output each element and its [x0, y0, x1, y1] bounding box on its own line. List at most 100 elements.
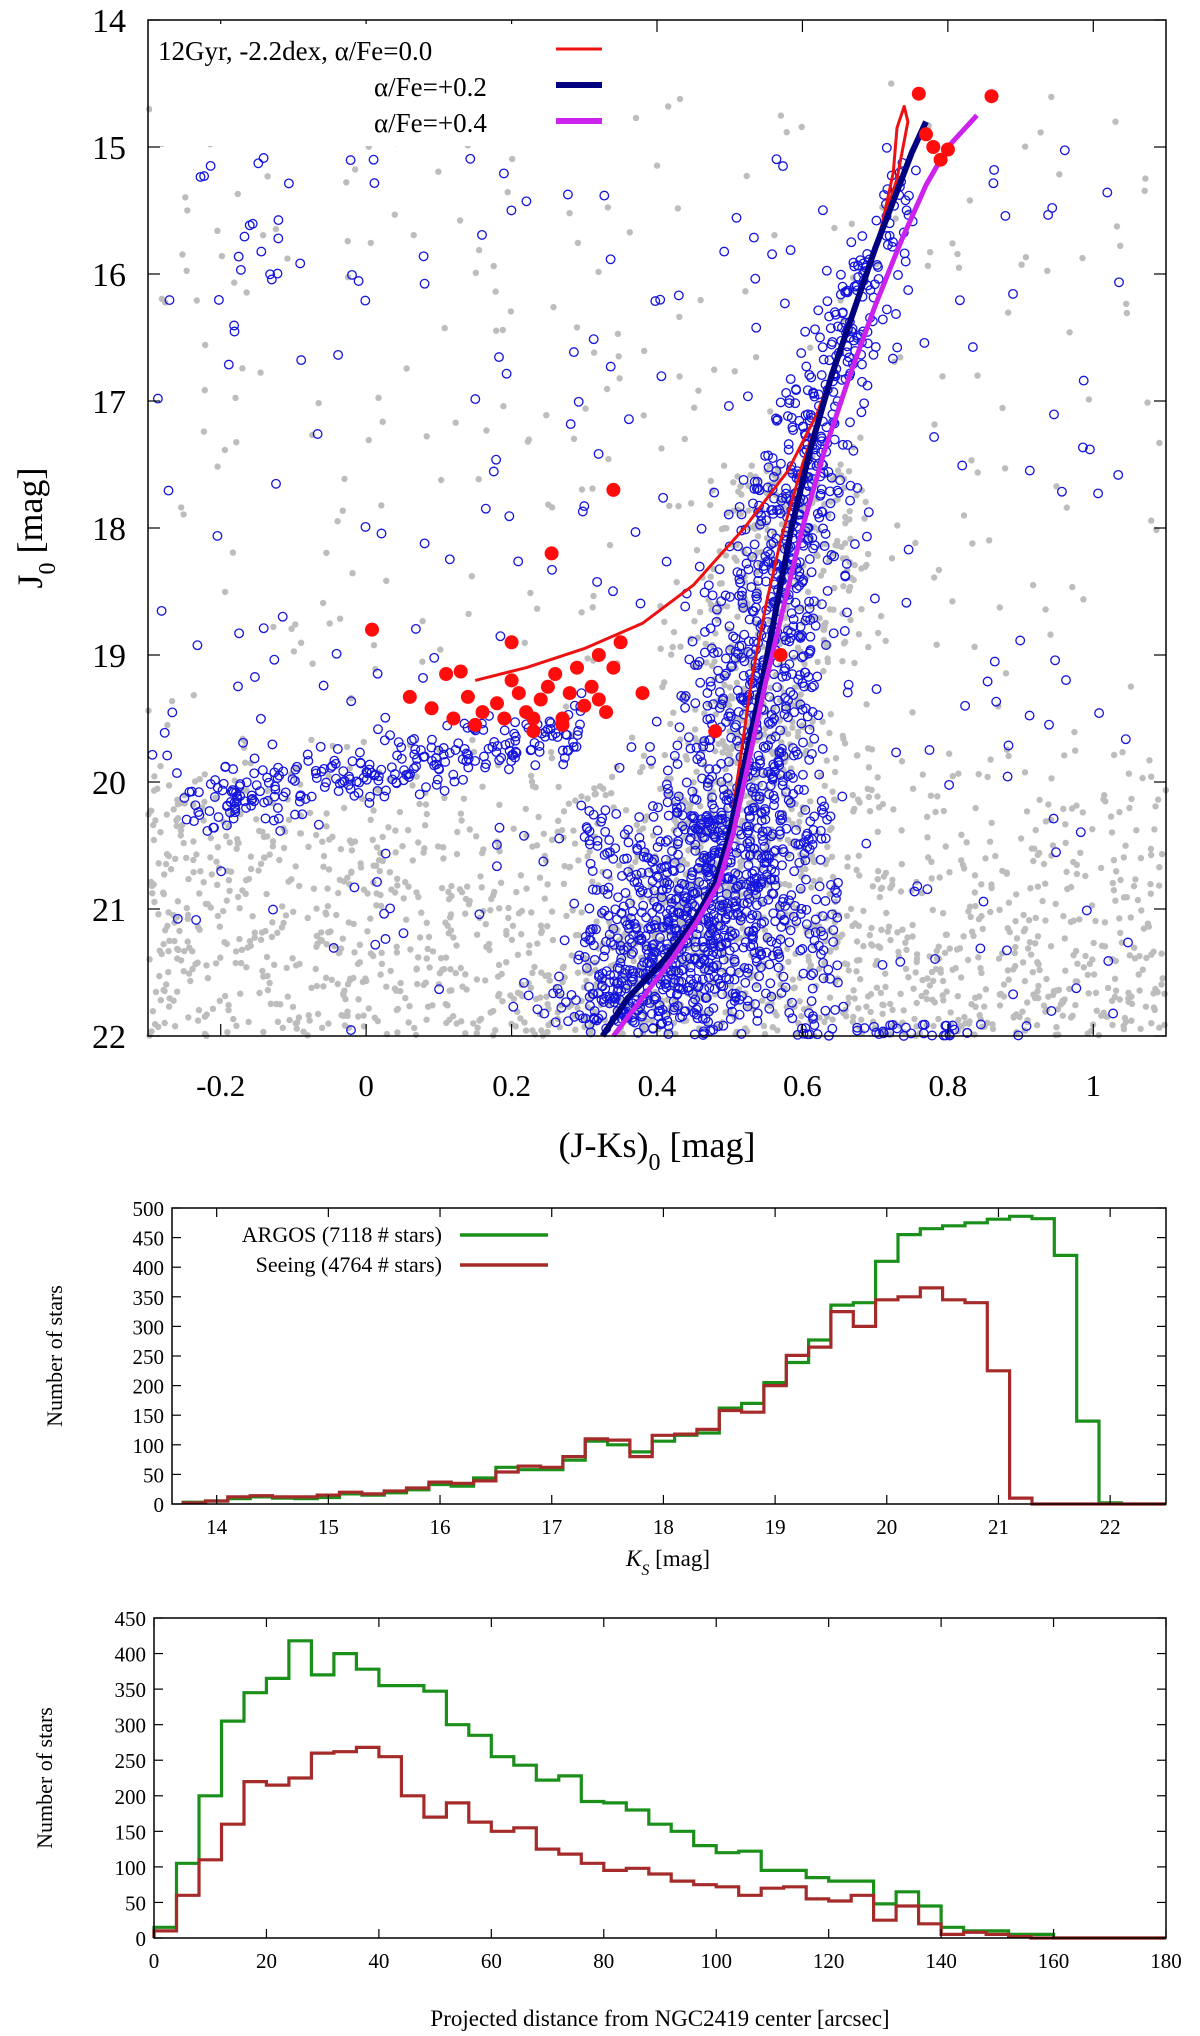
cluster-star-point: [748, 232, 759, 243]
cluster-star-point: [841, 558, 852, 569]
cluster-star-point: [734, 501, 745, 512]
field-star-point: [964, 956, 972, 964]
field-star-point: [313, 982, 321, 990]
cluster-star-point: [529, 737, 540, 748]
field-star-point: [599, 785, 607, 792]
cluster-star-point: [763, 740, 773, 751]
cluster-star-point: [800, 326, 811, 337]
field-star-point: [934, 793, 941, 800]
cluster-star-point: [741, 558, 752, 569]
cluster-star-point: [585, 924, 596, 935]
cluster-star-point: [1102, 187, 1113, 198]
y-tick-label: 15: [92, 130, 126, 167]
field-star-point: [1101, 943, 1109, 950]
field-star-point: [183, 267, 190, 274]
cluster-star-point: [652, 825, 663, 836]
field-star-point: [877, 612, 885, 620]
hb-star-point: [468, 717, 483, 732]
cluster-star-point: [667, 865, 678, 876]
field-star-point: [201, 798, 208, 805]
field-star-point: [1032, 914, 1039, 922]
field-star-point: [190, 838, 197, 845]
field-star-point: [661, 751, 668, 759]
cluster-star-point: [832, 960, 843, 971]
field-star-point: [269, 838, 277, 845]
field-star-point: [922, 989, 930, 996]
field-star-point: [383, 983, 390, 990]
cluster-star-point: [806, 996, 817, 1007]
field-star-point: [348, 869, 355, 876]
cluster-star-point: [820, 528, 831, 539]
cluster-star-point: [396, 753, 407, 764]
field-star-point: [180, 968, 187, 975]
cluster-star-point: [790, 597, 801, 608]
cluster-star-point: [930, 954, 941, 964]
hb-star-point: [504, 673, 519, 688]
field-star-point: [360, 738, 367, 746]
field-star-point: [972, 994, 979, 1001]
cluster-star-point: [690, 823, 701, 834]
hb-star-point: [933, 152, 948, 167]
field-star-point: [913, 955, 921, 962]
cluster-star-point: [714, 564, 725, 575]
cluster-star-point: [919, 337, 930, 348]
field-star-point: [767, 684, 774, 691]
field-star-point: [538, 929, 545, 937]
cluster-star-point: [651, 915, 662, 926]
cluster-star-point: [871, 215, 882, 226]
cluster-star-point: [655, 294, 666, 305]
field-star-point: [468, 573, 475, 580]
field-star-point: [555, 817, 562, 824]
field-star-point: [730, 479, 737, 486]
cluster-star-point: [703, 919, 714, 930]
cluster-star-point: [852, 1022, 863, 1033]
field-star-point: [440, 855, 447, 862]
cluster-star-point: [809, 811, 820, 822]
cluster-star-point: [752, 1008, 763, 1019]
cluster-star-point: [978, 896, 989, 907]
field-star-point: [413, 965, 420, 972]
cluster-star-point: [717, 902, 727, 913]
field-star-point: [791, 654, 798, 662]
field-star-point: [327, 928, 334, 935]
field-star-point: [847, 616, 854, 624]
cluster-star-point: [364, 764, 375, 775]
field-star-point: [562, 703, 570, 710]
field-star-point: [365, 436, 372, 444]
cluster-star-point: [688, 813, 699, 824]
cluster-star-point: [761, 947, 772, 958]
cluster-star-point: [669, 866, 680, 877]
field-star-point: [935, 1015, 942, 1023]
field-star-point: [204, 974, 212, 982]
field-star-point: [575, 931, 582, 939]
cluster-star-point: [677, 1011, 688, 1022]
field-star-point: [958, 857, 965, 864]
cluster-star-point: [432, 774, 443, 785]
cluster-star-point: [258, 153, 269, 163]
cluster-star-point: [1046, 1006, 1057, 1016]
cluster-star-point: [750, 273, 761, 284]
cluster-star-point: [689, 793, 700, 804]
cluster-star-point: [393, 737, 404, 748]
cluster-star-point: [271, 478, 281, 489]
field-star-point: [572, 797, 579, 804]
cluster-star-point: [566, 989, 577, 1000]
cluster-star-point: [795, 883, 806, 894]
field-star-point: [939, 977, 947, 985]
cluster-star-point: [793, 674, 804, 685]
cluster-star-point: [891, 747, 902, 758]
cluster-star-point: [229, 326, 240, 337]
field-star-point: [226, 839, 233, 846]
field-star-point: [840, 583, 847, 590]
cluster-star-point: [771, 505, 782, 516]
field-star-point: [845, 468, 853, 475]
cluster-star-point: [364, 797, 375, 808]
field-star-point: [334, 980, 341, 988]
field-star-point: [1022, 254, 1030, 261]
field-star-point: [986, 537, 993, 544]
field-star-point: [1110, 887, 1118, 894]
cluster-star-point: [584, 806, 595, 816]
field-star-point: [416, 934, 424, 941]
cluster-star-point: [290, 809, 300, 820]
field-star-point: [986, 838, 994, 845]
